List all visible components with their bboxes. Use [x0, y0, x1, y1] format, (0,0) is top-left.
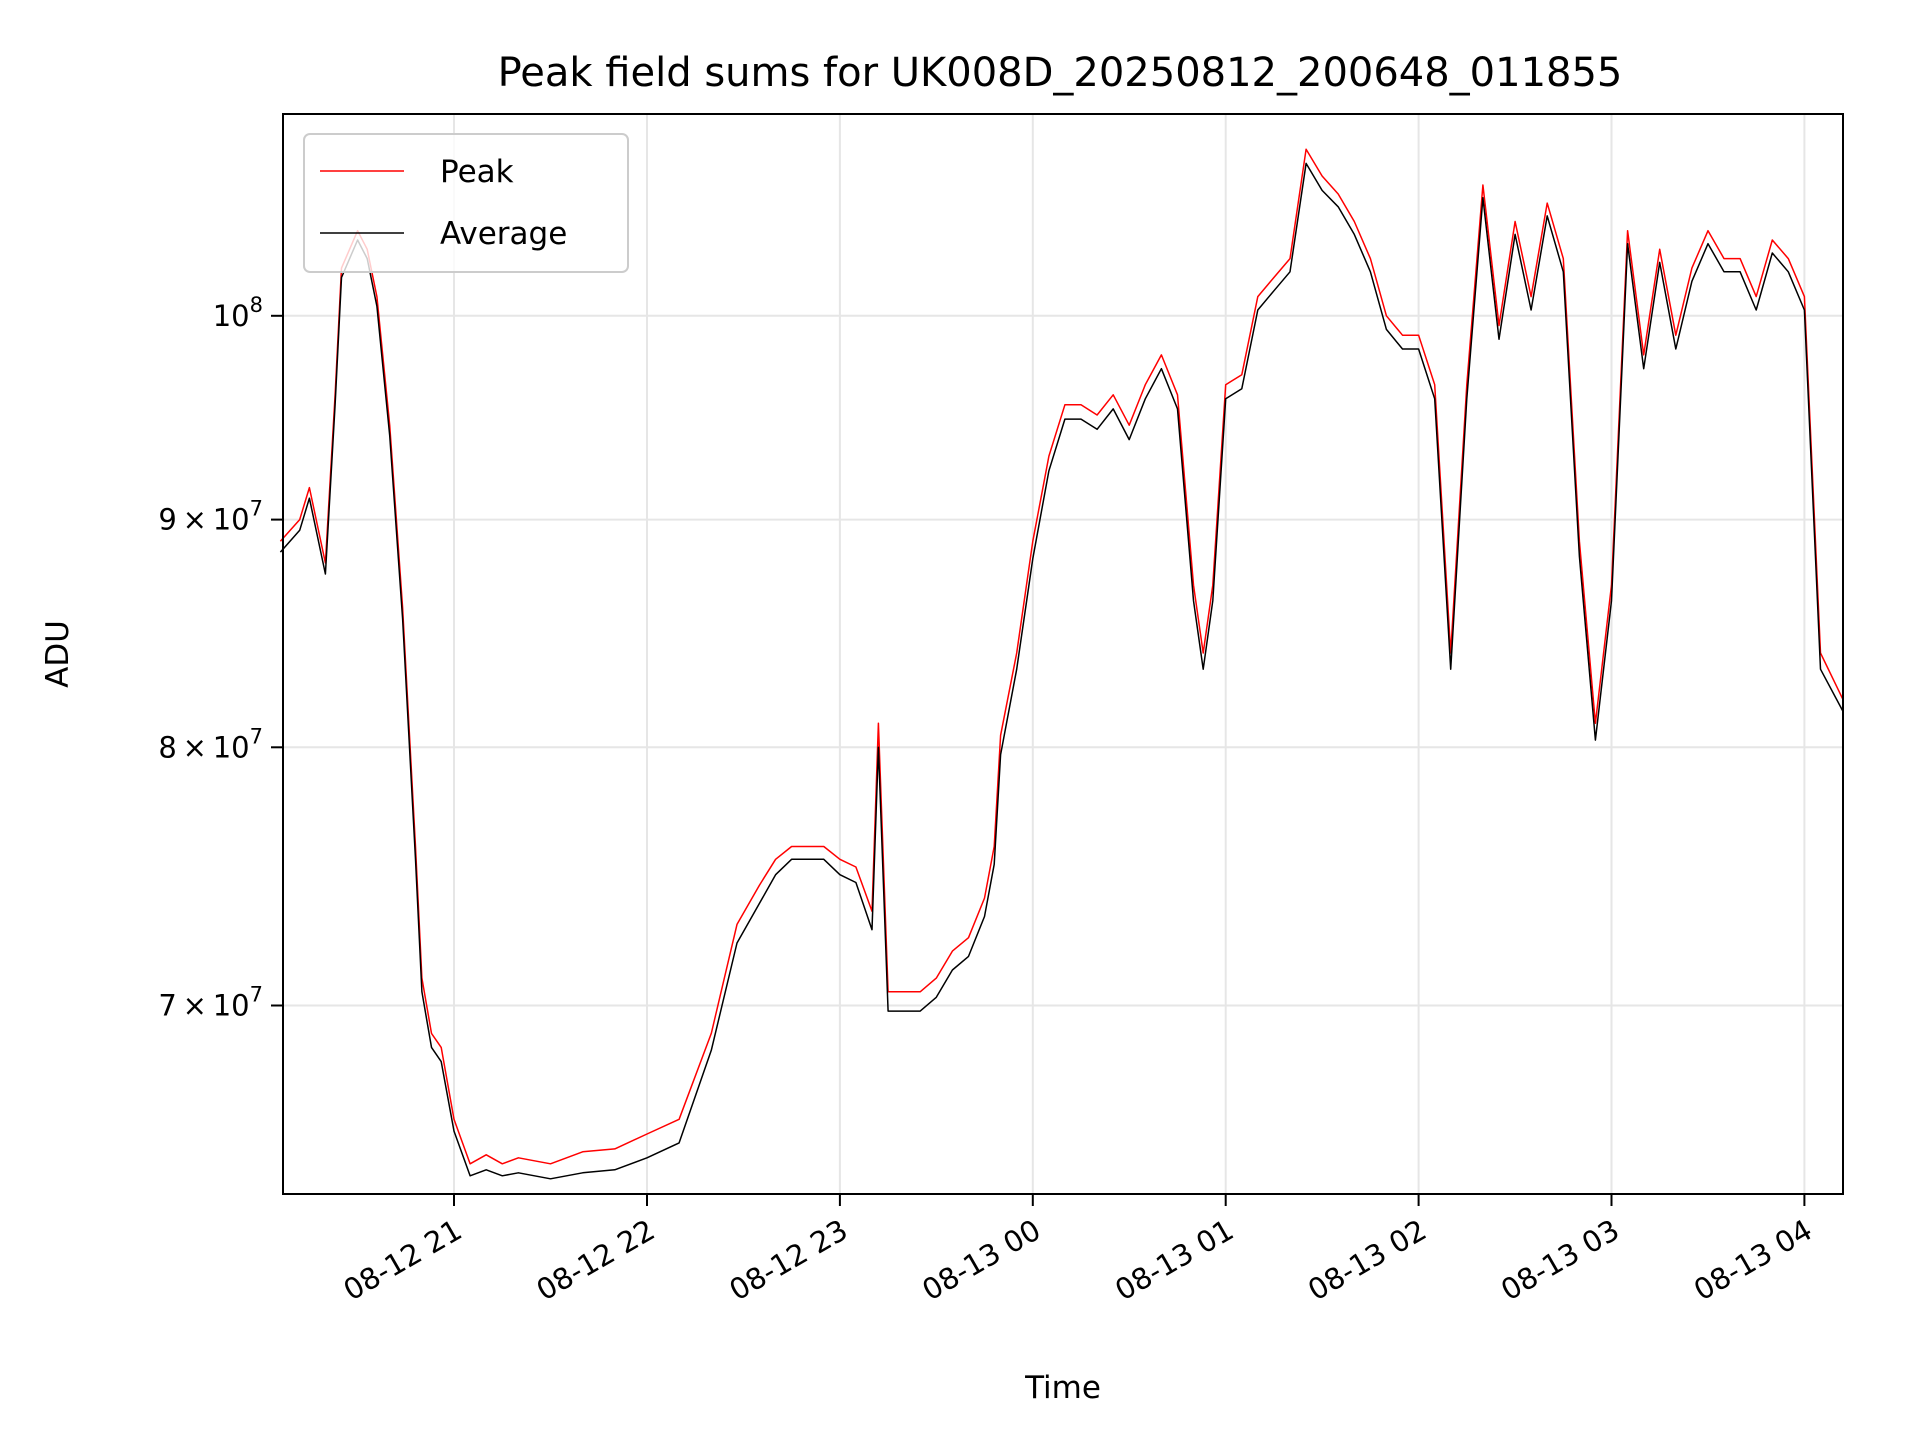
- y-tick-label: 9 × 107: [158, 497, 263, 537]
- series-line-average: [279, 162, 1844, 1180]
- y-tick-label: 8 × 107: [158, 724, 263, 764]
- y-axis-label: ADU: [40, 620, 76, 688]
- legend: Peak Average: [303, 133, 629, 273]
- y-tick-label: 7 × 107: [158, 983, 263, 1023]
- x-axis-label: Time: [1024, 1370, 1101, 1406]
- y-axis: 7 × 107 8 × 107 9 × 107 108: [158, 293, 283, 1023]
- grid-layer: [283, 114, 1843, 1194]
- plot-frame: [282, 113, 1844, 1195]
- legend-box: [303, 133, 629, 273]
- chart-title: Peak field sums for UK008D_20250812_2006…: [498, 50, 1623, 96]
- series-layer: [279, 148, 1844, 1180]
- y-tick-label: 108: [213, 293, 263, 333]
- series-line-peak: [279, 148, 1844, 1165]
- legend-label-peak: Peak: [440, 154, 514, 190]
- legend-label-average: Average: [440, 216, 567, 252]
